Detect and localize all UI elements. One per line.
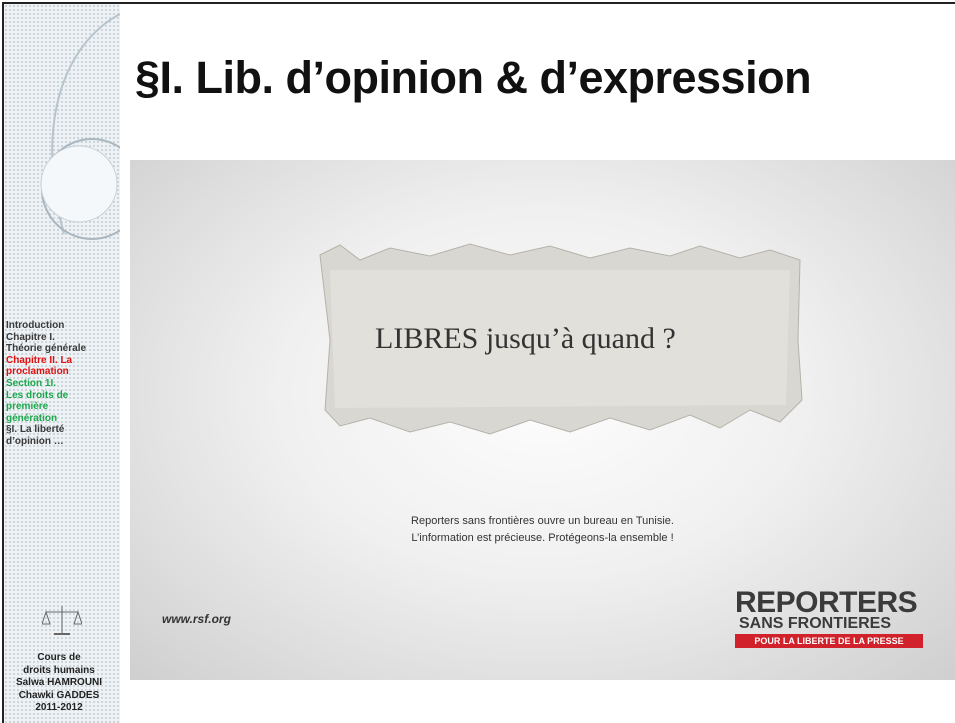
nav-item: génération bbox=[6, 413, 86, 425]
caption-line: L’information est précieuse. Protégeons-… bbox=[130, 530, 955, 547]
footer-line: Cours de bbox=[0, 652, 118, 665]
caption: Reporters sans frontières ouvre un burea… bbox=[130, 513, 955, 547]
nav-item: première bbox=[6, 401, 86, 413]
slide-title: §I. Lib. d’opinion & d’expression bbox=[135, 52, 811, 104]
frame-line bbox=[2, 2, 955, 4]
nav-item: Chapitre II. La bbox=[6, 355, 86, 367]
caption-line: Reporters sans frontières ouvre un burea… bbox=[130, 513, 955, 530]
nav-item: §I. La liberté bbox=[6, 424, 86, 436]
nav-item: Chapitre I. bbox=[6, 332, 86, 344]
logo-band: POUR LA LIBERTE DE LA PRESSE bbox=[735, 634, 923, 648]
poster: LIBRES jusqu’à quand ? Reporters sans fr… bbox=[130, 160, 955, 680]
nav-item: d’opinion … bbox=[6, 436, 86, 448]
nav-item: Théorie générale bbox=[6, 343, 86, 355]
nav-item: Les droits de bbox=[6, 390, 86, 402]
footer-line: Chawki GADDES bbox=[0, 690, 118, 703]
footer-line: 2011-2012 bbox=[0, 702, 118, 715]
headline: LIBRES jusqu’à quand ? bbox=[375, 322, 676, 356]
footer-line: droits humains bbox=[0, 665, 118, 678]
logo-line: SANS FRONTIERES bbox=[739, 615, 891, 633]
slide: IntroductionChapitre I.Théorie généraleC… bbox=[0, 0, 955, 723]
nav-item: Introduction bbox=[6, 320, 86, 332]
nav-item: proclamation bbox=[6, 366, 86, 378]
scales-icon bbox=[42, 604, 82, 638]
url: www.rsf.org bbox=[162, 612, 231, 626]
footer-line: Salwa HAMROUNI bbox=[0, 677, 118, 690]
decoration bbox=[4, 4, 120, 264]
nav-item: Section 1I. bbox=[6, 378, 86, 390]
